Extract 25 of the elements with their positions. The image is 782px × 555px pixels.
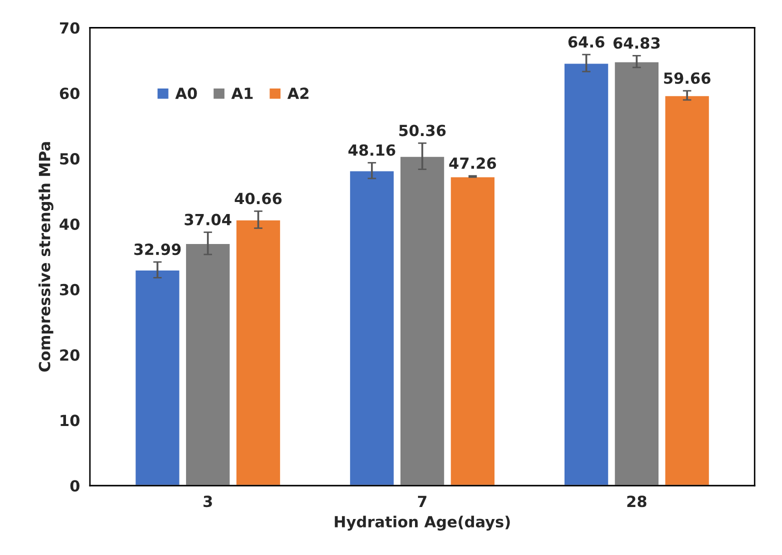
data-label: 64.83 — [613, 37, 660, 49]
x-tick-label: 7 — [418, 496, 426, 507]
y-tick-label: 20 — [60, 349, 80, 361]
x-tick-label: 3 — [204, 496, 212, 508]
legend-label: A0 — [175, 88, 197, 100]
y-tick-label: 30 — [60, 284, 80, 296]
y-tick-label: 10 — [60, 414, 80, 426]
data-label: 40.66 — [234, 192, 282, 204]
data-label: 50.36 — [399, 124, 446, 136]
data-label: 64.6 — [568, 36, 604, 48]
legend-label: A1 — [231, 88, 253, 99]
x-tick-label: 28 — [627, 496, 646, 508]
legend-label: A2 — [287, 88, 308, 99]
y-tick-label: 50 — [60, 153, 80, 165]
y-tick-label: 60 — [60, 88, 80, 100]
data-label: 32.99 — [134, 244, 181, 256]
y-axis-title: Compressive strength MPa — [38, 142, 54, 372]
y-tick-label: 40 — [60, 218, 80, 230]
y-tick-label: 0 — [70, 480, 80, 492]
data-label: 37.04 — [184, 214, 232, 226]
data-label: 47.26 — [449, 157, 496, 169]
y-tick-label: 70 — [60, 22, 80, 34]
data-label: 59.66 — [664, 72, 710, 84]
x-axis-title: Hydration Age(days) — [334, 516, 510, 531]
data-label: 48.16 — [348, 144, 396, 156]
